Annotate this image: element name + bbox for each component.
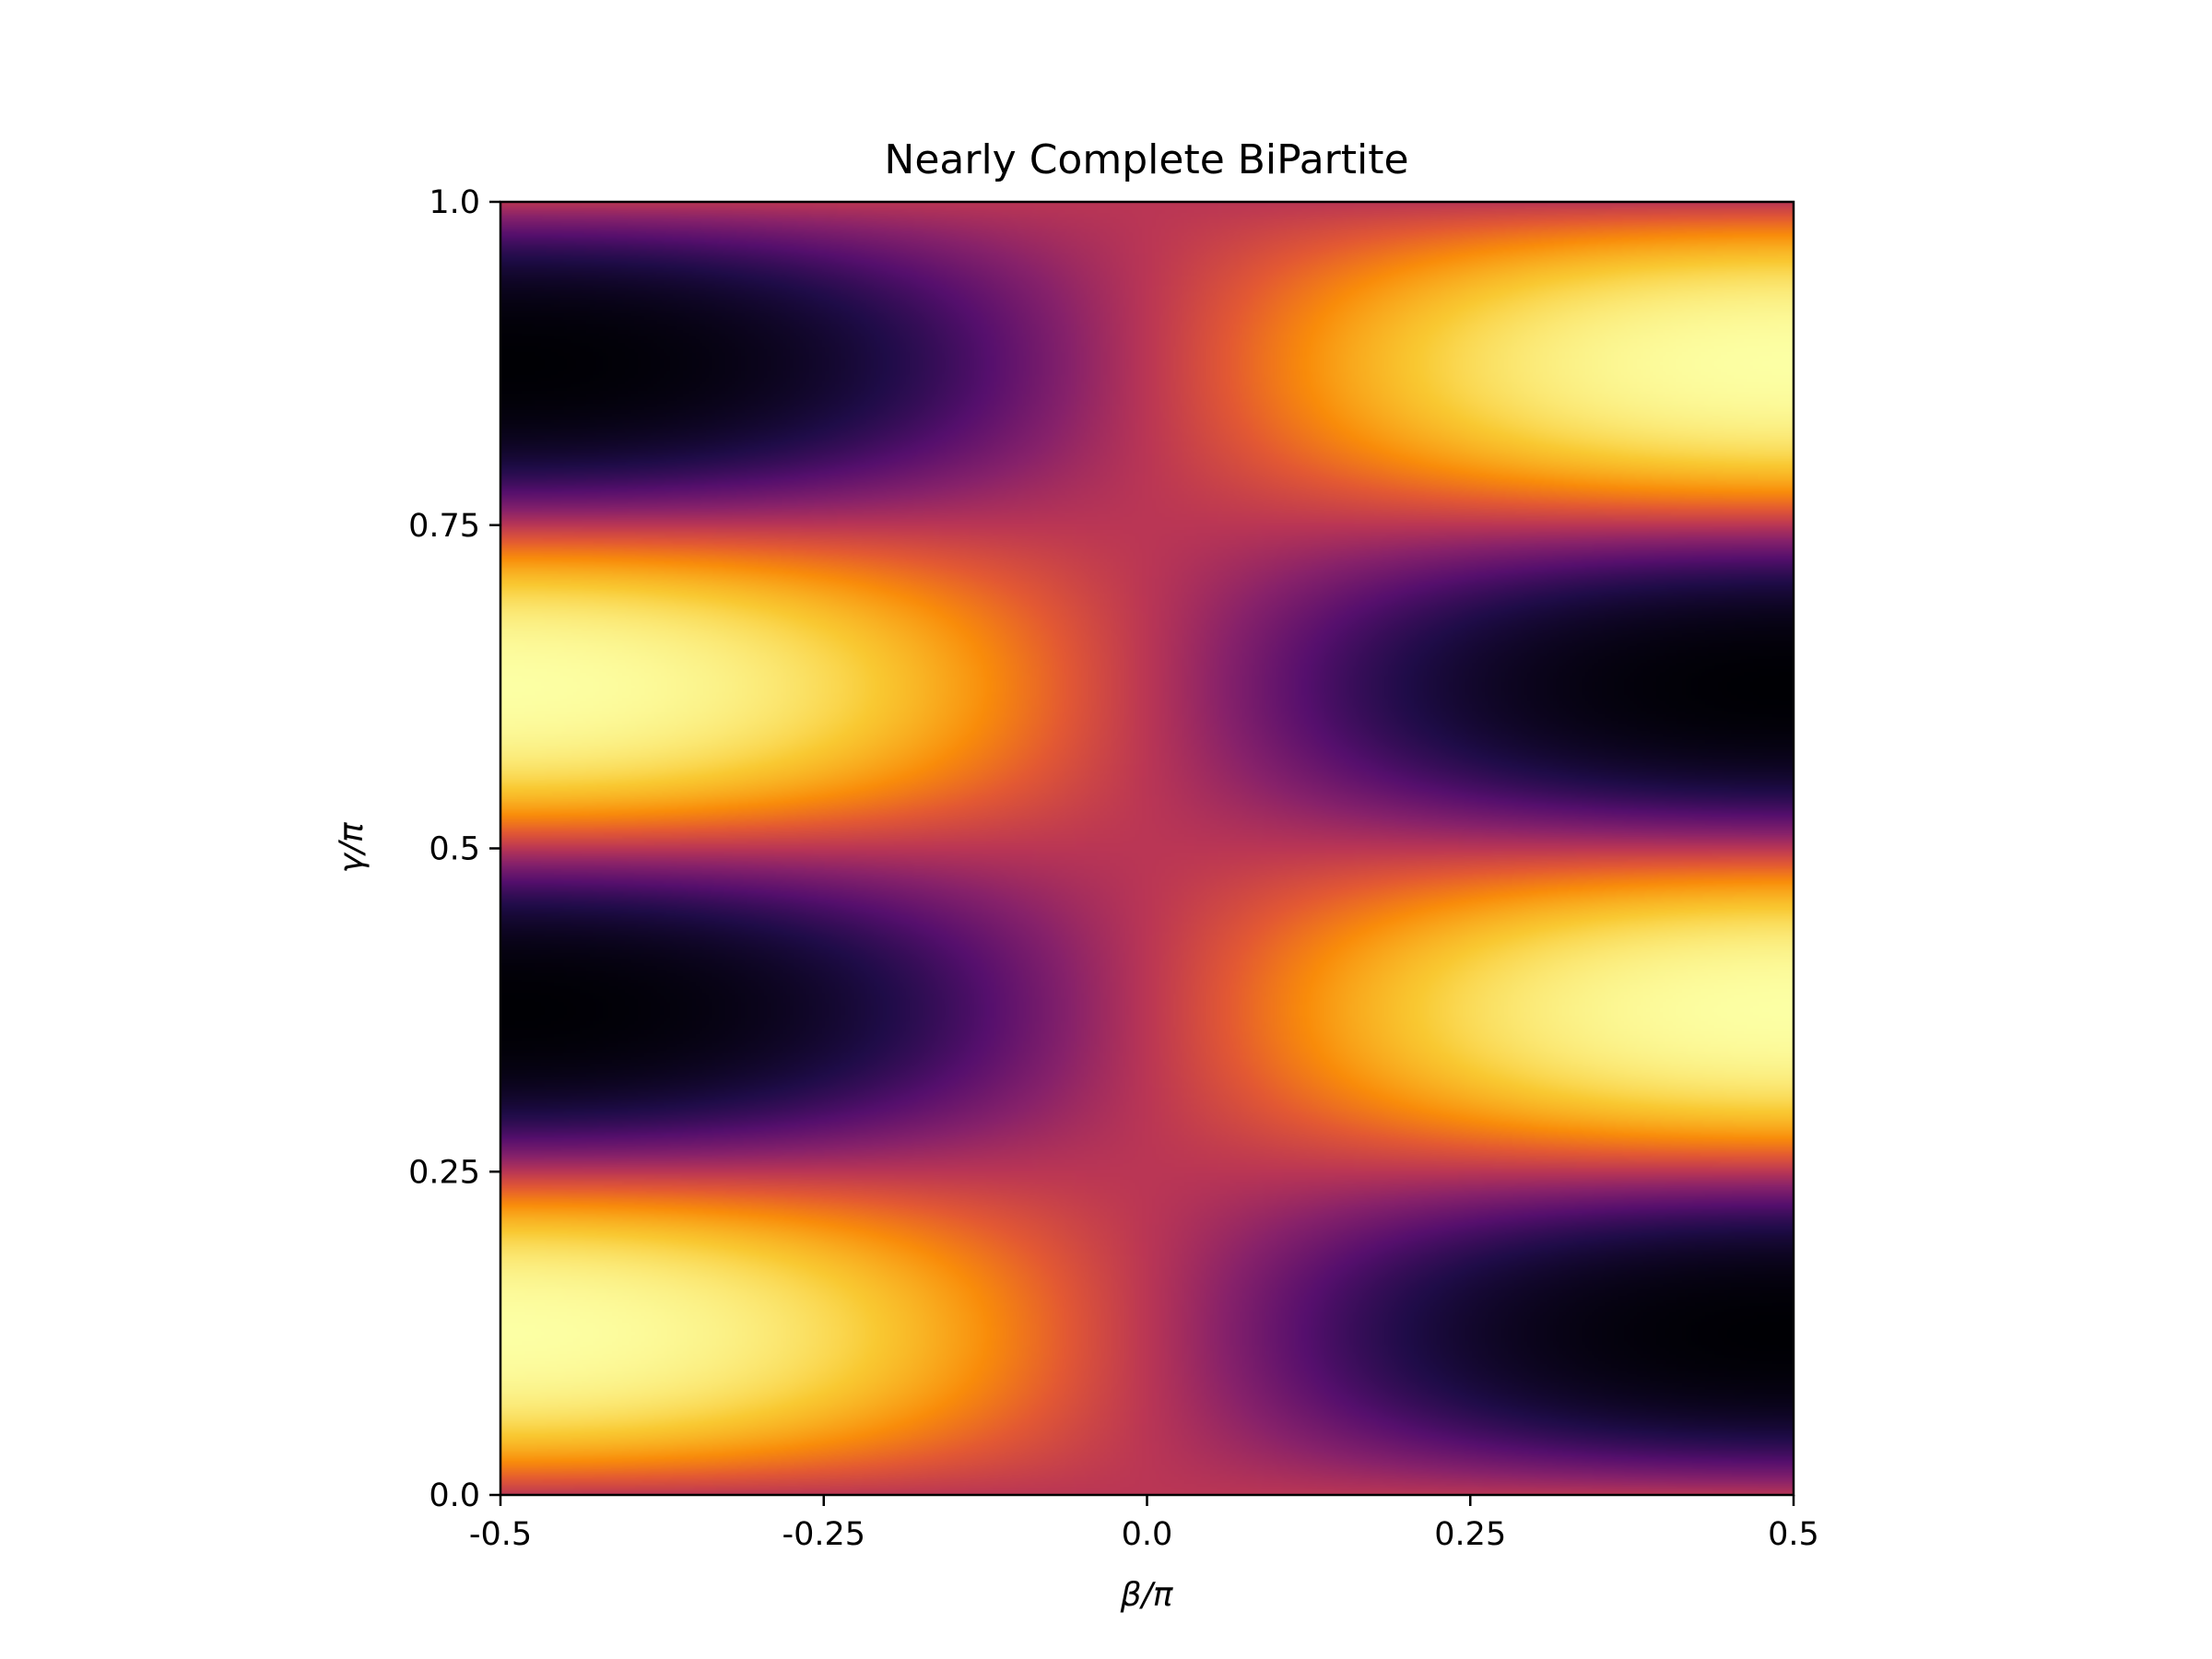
- y-axis-label: γ/π: [333, 821, 371, 873]
- x-axis-ticks: -0.5 -0.25 0.0 0.25 0.5: [469, 1495, 1819, 1553]
- y-tick-label: 0.5: [429, 831, 480, 868]
- y-axis-ticks: 0.0 0.25 0.5 0.75 1.0: [408, 184, 500, 1514]
- y-tick-label: 1.0: [429, 184, 480, 221]
- heatmap-raster: [500, 202, 1794, 1495]
- x-tick-label: -0.5: [469, 1516, 532, 1553]
- y-tick-label: 0.75: [408, 508, 480, 545]
- chart-title: Nearly Complete BiPartite: [884, 136, 1408, 183]
- heatmap-image: [500, 202, 1794, 1495]
- x-tick-label: 0.0: [1122, 1516, 1173, 1553]
- y-tick-label: 0.25: [408, 1154, 480, 1191]
- x-tick-label: -0.25: [782, 1516, 865, 1553]
- x-tick-label: 0.25: [1434, 1516, 1506, 1553]
- x-axis-label: β/π: [1120, 1576, 1174, 1614]
- x-tick-label: 0.5: [1768, 1516, 1819, 1553]
- y-tick-label: 0.0: [429, 1477, 480, 1514]
